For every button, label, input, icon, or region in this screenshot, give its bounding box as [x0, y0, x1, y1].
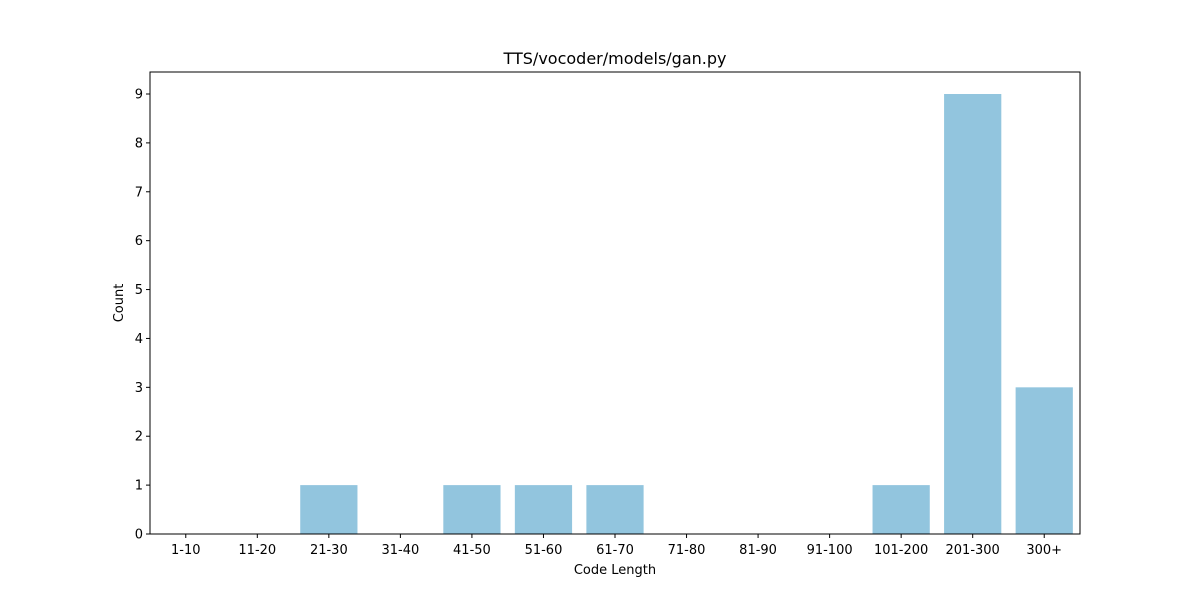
bar-41-50 [443, 485, 501, 534]
bar-201-300 [944, 94, 1002, 534]
y-tick-label: 5 [135, 283, 143, 298]
plot-frame [149, 71, 1081, 535]
chart-title: TTS/vocoder/models/gan.py [503, 49, 727, 68]
x-tick-label: 31-40 [381, 543, 419, 558]
y-axis-label: Count [112, 284, 127, 323]
y-tick-label: 1 [135, 479, 143, 494]
bar-51-60 [514, 485, 573, 534]
x-tick-label: 21-30 [310, 543, 348, 558]
x-tick-label: 71-80 [668, 543, 706, 558]
y-tick-label: 4 [135, 332, 143, 347]
bar-101-200 [872, 485, 930, 534]
bar-61-70 [586, 485, 644, 534]
y-tick-label: 3 [135, 381, 143, 396]
bar-300+ [1015, 387, 1073, 534]
x-tick-label: 101-200 [874, 543, 928, 558]
y-tick-label: 8 [135, 136, 143, 151]
x-axis-label: Code Length [574, 563, 656, 578]
x-tick-label: 51-60 [525, 543, 563, 558]
y-tick-label: 9 [135, 88, 143, 103]
y-tick-label: 2 [135, 430, 143, 445]
x-tick-label: 81-90 [739, 543, 777, 558]
y-tick-label: 7 [135, 185, 143, 200]
x-tick-label: 91-100 [807, 543, 853, 558]
y-axis: 0 1 2 3 4 5 6 7 8 9 [135, 88, 150, 543]
bars-layer [300, 94, 1073, 534]
bar-21-30 [300, 485, 358, 534]
y-tick-label: 0 [135, 528, 143, 543]
y-tick-label: 6 [135, 234, 143, 249]
x-tick-label: 300+ [1026, 543, 1062, 558]
x-tick-label: 201-300 [946, 543, 1000, 558]
x-tick-label: 11-20 [238, 543, 276, 558]
x-tick-label: 41-50 [453, 543, 491, 558]
x-tick-label: 61-70 [596, 543, 634, 558]
x-tick-label: 1-10 [171, 543, 201, 558]
x-axis: 1-10 11-20 21-30 31-40 41-50 51-60 61-70 71-80 8… [171, 534, 1062, 558]
